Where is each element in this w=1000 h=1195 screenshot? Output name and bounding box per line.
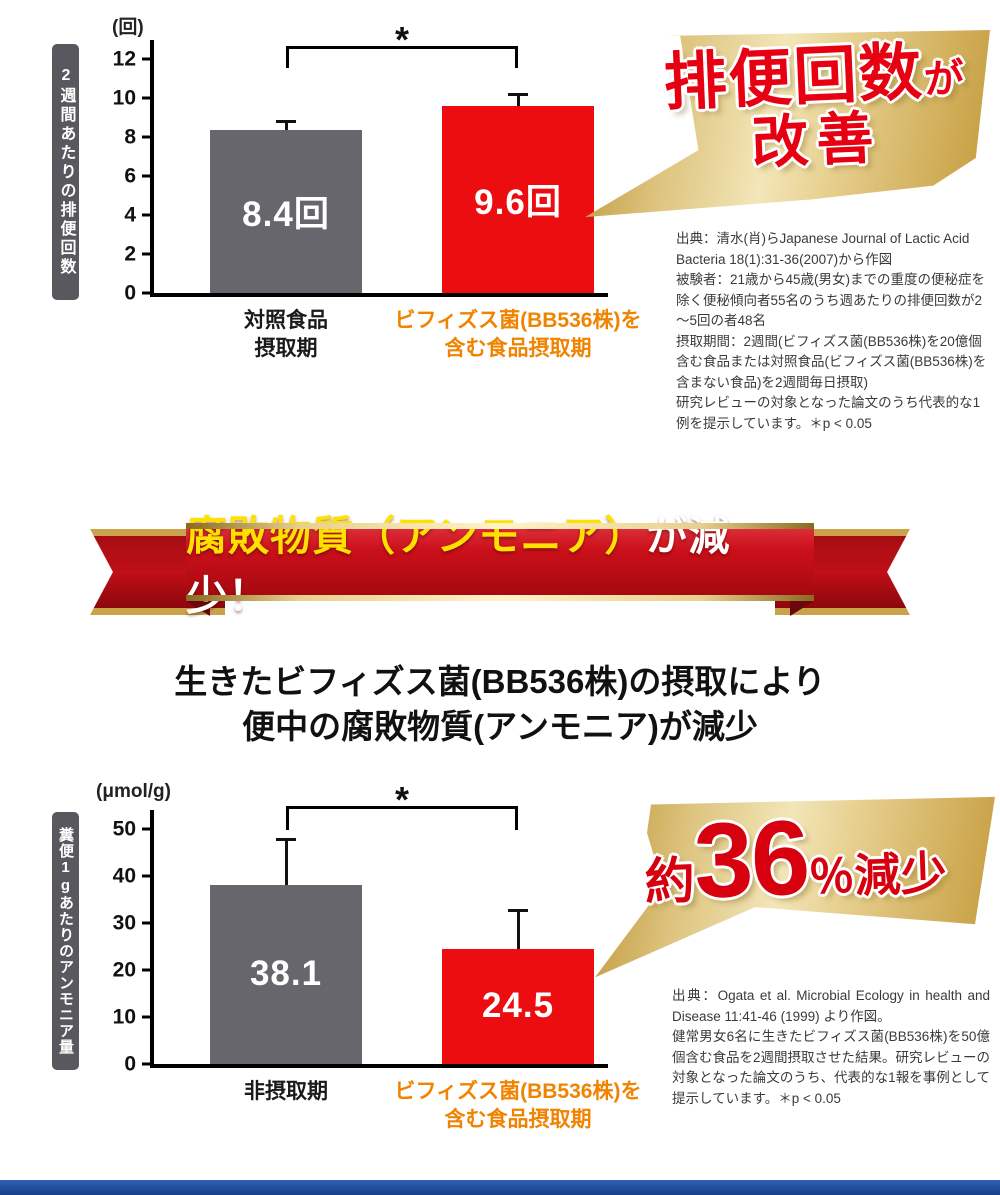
category-label-bb536: ビフィズス菌(BB536株)を 含む食品摂取期 — [394, 309, 642, 361]
y-tick-label: 4 — [90, 205, 152, 226]
y-tick-label: 8 — [90, 127, 152, 148]
y-tick-label: 30 — [90, 912, 152, 933]
y-tick-label: 10 — [90, 88, 152, 109]
bar-group-bb536: 24.5 — [442, 810, 594, 1064]
bar-value-label: 8.4回 — [242, 194, 330, 234]
bar-bb536-food: 24.5 — [442, 948, 594, 1064]
ribbon-text: 腐敗物質（アンモニア）が減少！ — [186, 502, 814, 622]
category-label-no-intake: 非摂取期 — [244, 1080, 328, 1103]
bar-group-control: 8.4回 — [210, 40, 362, 293]
plot-area: 38.1 24.5 * 非摂取期 ビフィズス菌(BB536株)を 含む食品摂取期… — [113, 779, 642, 1131]
plot-area: 8.4回 9.6回 * 対照食品 摂取期 ビフィズス菌(BB536株)を 含む食… — [113, 19, 642, 360]
y-tick-label: 0 — [90, 1054, 152, 1075]
y-tick-label: 10 — [90, 1006, 152, 1027]
section-heading: 生きたビフィズス菌(BB536株)の摂取により 便中の腐敗物質(アンモニア)が減… — [0, 660, 1000, 749]
bar-bb536-food: 9.6回 — [442, 106, 594, 293]
source-note-chart1: 出典：清水(肖)らJapanese Journal of Lactic Acid… — [676, 231, 987, 431]
section-heading-line2: 便中の腐敗物質(アンモニア)が減少 — [242, 707, 758, 745]
y-tick-label: 40 — [90, 865, 152, 886]
bar-group-bb536: 9.6回 — [442, 40, 594, 293]
error-bar — [516, 92, 520, 107]
bar-value-label: 9.6回 — [474, 183, 562, 223]
significance-bracket: * — [286, 779, 518, 830]
y-axis-title: 2週間あたりの排便回数 — [52, 44, 79, 300]
y-tick-label: 20 — [90, 959, 152, 980]
error-bar — [516, 908, 520, 949]
y-tick-label: 2 — [90, 244, 152, 265]
footer-blue-strip — [0, 1180, 1000, 1195]
bar-control-food: 8.4回 — [210, 129, 362, 293]
y-axis-title: 糞便1gあたりのアンモニア量 — [52, 812, 79, 1070]
y-tick-label: 0 — [90, 283, 152, 304]
y-axis-unit-label: (回) — [112, 17, 144, 38]
ribbon-text-rest: が減少！ — [186, 513, 731, 619]
bar-no-intake: 38.1 — [210, 884, 362, 1064]
significance-star: * — [394, 779, 410, 820]
y-tick-label: 6 — [90, 166, 152, 187]
reduction-prefix: 約 — [643, 852, 696, 911]
headline-line1: 排便回数が — [652, 37, 975, 119]
bar-value-label: 38.1 — [249, 954, 323, 994]
significance-star: * — [394, 19, 410, 60]
y-axis-unit-label: (μmol/g) — [96, 781, 171, 802]
source-note-chart2: 出典：Ogata et al. Microbial Ecology in hea… — [672, 988, 991, 1106]
error-bar — [284, 837, 288, 885]
headline-text: 排便回数が 改善 — [652, 37, 977, 179]
ribbon-band: 腐敗物質（アンモニア）が減少！ — [186, 513, 814, 619]
section-heading-line1: 生きたビフィズス菌(BB536株)の摂取により — [174, 663, 826, 700]
error-bar — [284, 119, 288, 130]
reduction-badge: 約 36 ％減少 — [595, 795, 995, 985]
ribbon-banner: 腐敗物質（アンモニア）が減少！ — [90, 503, 910, 625]
significance-bracket: * — [286, 19, 518, 68]
category-label-control: 対照食品 摂取期 — [244, 309, 328, 361]
reduction-number: 36 — [692, 798, 810, 921]
reduction-suffix: ％減少 — [807, 846, 948, 904]
bar-value-label: 24.5 — [481, 986, 555, 1026]
y-tick-label: 50 — [90, 818, 152, 839]
bar-group-no-intake: 38.1 — [210, 810, 362, 1064]
category-label-bb536: ビフィズス菌(BB536株)を 含む食品摂取期 — [394, 1080, 642, 1132]
headline-particle: が — [922, 56, 965, 103]
headline-main: 排便回数 — [662, 37, 926, 119]
y-tick-label: 12 — [90, 49, 152, 70]
reduction-text: 約 36 ％減少 — [613, 797, 977, 921]
headline-badge-improvement: 排便回数が 改善 — [585, 28, 990, 225]
ribbon-text-highlight: 腐敗物質（アンモニア） — [186, 513, 647, 559]
